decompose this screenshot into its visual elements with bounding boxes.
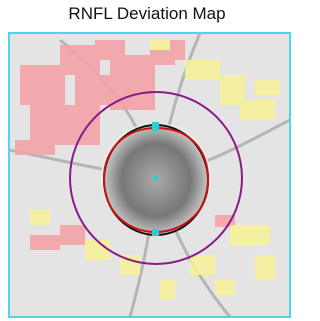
page: RNFL Deviation Map bbox=[0, 0, 294, 321]
disc-center bbox=[154, 176, 159, 181]
marker-top bbox=[152, 122, 159, 131]
fundus-image bbox=[9, 33, 290, 317]
marker-bottom bbox=[152, 229, 159, 236]
deviation-map bbox=[0, 0, 294, 321]
